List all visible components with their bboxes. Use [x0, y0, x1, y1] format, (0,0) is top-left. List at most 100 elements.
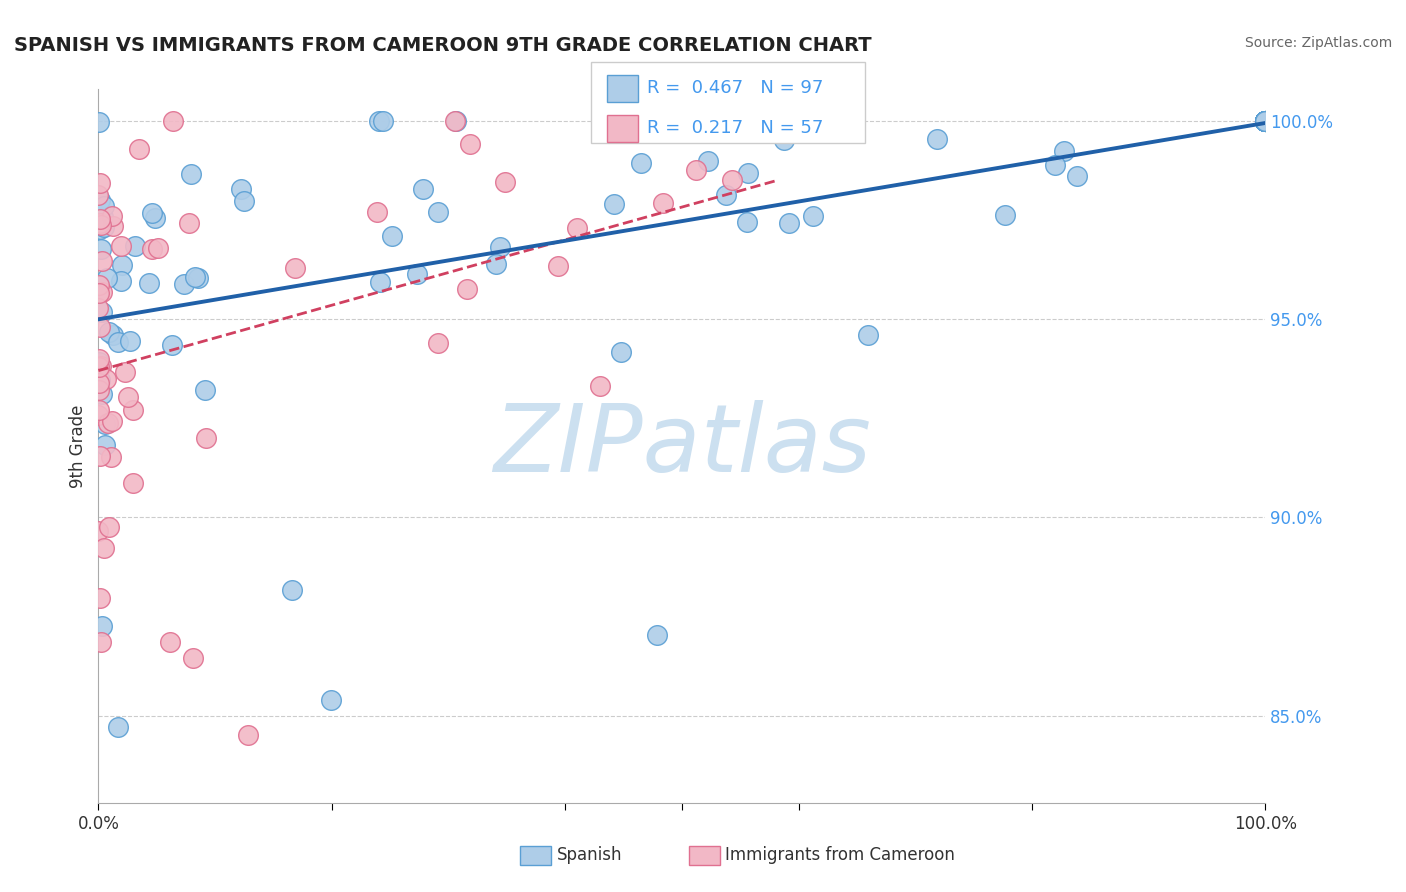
Point — [367, 114, 389, 128]
Point — [107, 334, 129, 349]
Point — [645, 628, 668, 642]
Point — [159, 635, 181, 649]
Point — [89, 114, 111, 128]
Point — [145, 211, 167, 226]
Point — [994, 208, 1017, 222]
Point — [181, 650, 204, 665]
Point — [141, 242, 163, 256]
Point — [89, 222, 111, 236]
Text: R =  0.217   N = 57: R = 0.217 N = 57 — [647, 120, 823, 137]
Point — [87, 359, 110, 374]
Point — [370, 275, 392, 289]
Point — [93, 198, 115, 212]
Point — [87, 287, 110, 301]
Text: SPANISH VS IMMIGRANTS FROM CAMEROON 9TH GRADE CORRELATION CHART: SPANISH VS IMMIGRANTS FROM CAMEROON 9TH … — [14, 36, 872, 54]
Point — [685, 163, 707, 178]
Point — [87, 188, 110, 202]
Point — [697, 154, 720, 169]
Point — [98, 520, 121, 534]
Point — [1254, 114, 1277, 128]
Point — [93, 541, 115, 556]
Point — [319, 693, 342, 707]
Point — [162, 338, 184, 352]
Point — [94, 417, 117, 432]
Point — [1254, 114, 1277, 128]
Point — [87, 408, 110, 422]
Point — [1254, 114, 1277, 128]
Point — [238, 728, 260, 742]
Point — [426, 204, 449, 219]
Point — [122, 402, 145, 417]
Point — [173, 277, 195, 292]
Point — [1045, 158, 1067, 172]
Point — [547, 260, 569, 274]
Point — [735, 214, 758, 228]
Point — [1254, 114, 1277, 128]
Point — [128, 142, 150, 156]
Point — [232, 194, 254, 208]
Point — [89, 278, 111, 293]
Point — [195, 431, 218, 445]
Point — [110, 258, 132, 272]
Point — [825, 114, 848, 128]
Point — [91, 386, 114, 401]
Point — [283, 260, 305, 275]
Point — [87, 352, 110, 367]
Text: Source: ZipAtlas.com: Source: ZipAtlas.com — [1244, 36, 1392, 50]
Point — [1254, 114, 1277, 128]
Point — [90, 285, 112, 299]
Point — [100, 450, 122, 464]
Point — [602, 196, 624, 211]
Point — [98, 325, 121, 339]
Point — [107, 720, 129, 734]
Point — [1254, 114, 1277, 128]
Point — [177, 216, 200, 230]
Point — [1254, 114, 1277, 128]
Point — [90, 242, 112, 256]
Point — [458, 136, 481, 151]
Point — [1066, 169, 1088, 183]
Text: Immigrants from Cameroon: Immigrants from Cameroon — [725, 847, 955, 864]
Point — [97, 416, 120, 430]
Point — [122, 476, 145, 491]
Point — [444, 114, 467, 128]
Point — [91, 619, 114, 633]
Point — [714, 187, 737, 202]
Point — [87, 376, 110, 390]
Point — [90, 218, 112, 232]
Point — [366, 204, 388, 219]
Point — [114, 365, 136, 379]
Point — [1254, 114, 1277, 128]
Point — [406, 267, 429, 281]
Point — [1254, 114, 1277, 128]
Point — [87, 524, 110, 538]
Point — [381, 229, 404, 244]
Point — [117, 390, 139, 404]
Point — [1254, 114, 1277, 128]
Point — [1254, 114, 1277, 128]
Point — [652, 195, 675, 210]
Point — [124, 239, 146, 253]
Point — [1254, 114, 1277, 128]
Text: ZIPatlas: ZIPatlas — [494, 401, 870, 491]
Point — [89, 591, 111, 606]
Point — [87, 402, 110, 417]
Point — [89, 176, 111, 190]
Point — [281, 583, 304, 598]
Text: R =  0.467   N = 97: R = 0.467 N = 97 — [647, 79, 823, 97]
Point — [773, 133, 796, 147]
Point — [89, 216, 111, 230]
Point — [1053, 144, 1076, 158]
Point — [1254, 114, 1277, 128]
Y-axis label: 9th Grade: 9th Grade — [69, 404, 87, 488]
Point — [614, 114, 637, 128]
Point — [1254, 114, 1277, 128]
Point — [1254, 114, 1277, 128]
Point — [412, 181, 434, 195]
Point — [1254, 114, 1277, 128]
Point — [371, 114, 394, 128]
Point — [96, 271, 118, 285]
Point — [456, 283, 478, 297]
Point — [567, 220, 589, 235]
Point — [93, 438, 115, 452]
